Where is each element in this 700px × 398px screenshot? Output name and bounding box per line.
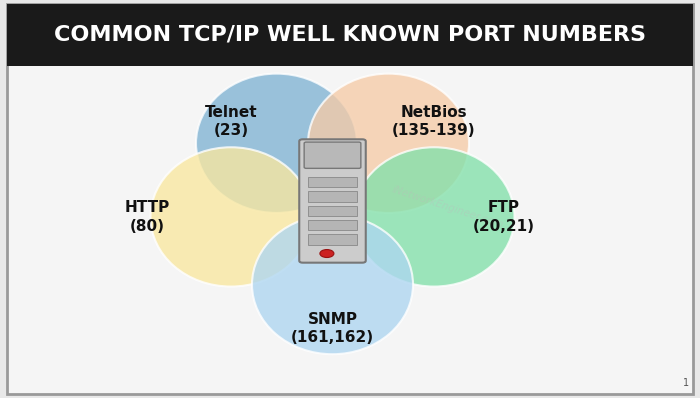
Text: NetBios
(135-139): NetBios (135-139) [392, 105, 476, 138]
FancyBboxPatch shape [309, 220, 357, 230]
FancyBboxPatch shape [7, 4, 693, 66]
Ellipse shape [308, 74, 469, 213]
FancyBboxPatch shape [309, 177, 357, 187]
FancyBboxPatch shape [300, 139, 365, 263]
Ellipse shape [196, 74, 357, 213]
FancyBboxPatch shape [309, 191, 357, 202]
Text: iNetworkEngineer.com: iNetworkEngineer.com [391, 184, 505, 230]
Circle shape [320, 250, 334, 258]
FancyBboxPatch shape [309, 206, 357, 216]
Ellipse shape [354, 147, 514, 287]
Text: FTP
(20,21): FTP (20,21) [473, 200, 535, 234]
Text: SNMP
(161,162): SNMP (161,162) [291, 312, 374, 345]
FancyBboxPatch shape [7, 4, 693, 394]
Text: HTTP
(80): HTTP (80) [125, 200, 169, 234]
Text: 1: 1 [683, 378, 689, 388]
FancyBboxPatch shape [304, 142, 361, 168]
Ellipse shape [252, 215, 413, 354]
Ellipse shape [150, 147, 312, 287]
Text: Telnet
(23): Telnet (23) [204, 105, 258, 138]
FancyBboxPatch shape [309, 234, 357, 245]
Text: COMMON TCP/IP WELL KNOWN PORT NUMBERS: COMMON TCP/IP WELL KNOWN PORT NUMBERS [54, 25, 646, 45]
